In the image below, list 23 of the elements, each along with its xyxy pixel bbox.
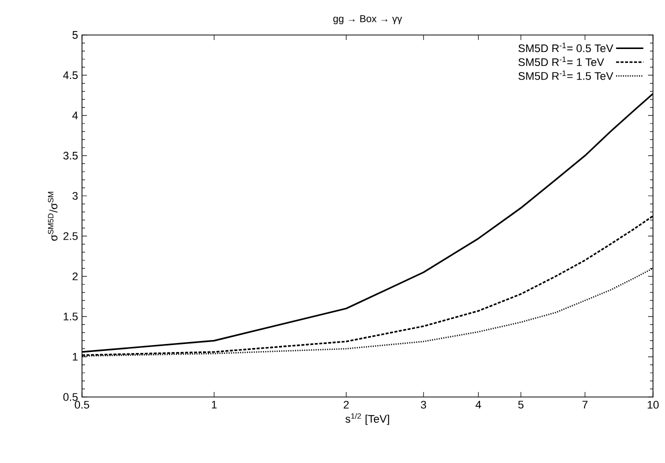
y-tick-label: 2.5	[63, 232, 78, 240]
y-tick-label: 4.5	[63, 71, 78, 80]
y-tick-label: 3.5	[63, 152, 78, 160]
legend-label: SM5D R$^{-1}$= 0.5 TeV	[518, 42, 614, 52]
legend-label: SM5D R$^{-1}$= 1 TeV	[518, 56, 604, 66]
x-tick-label: 1	[212, 400, 217, 408]
x-tick-label: 4	[476, 400, 482, 408]
x-tick-label: 3	[420, 400, 426, 409]
x-tick-label: 7	[582, 400, 588, 408]
chart-title: gg → Box → γγ	[333, 15, 402, 24]
y-axis-title: σ$^{SM5D}$/σ$^{SM}$	[48, 192, 58, 241]
legend-label: SM5D R$^{-1}$= 1.5 TeV	[518, 70, 614, 80]
x-tick-label: 2	[344, 400, 349, 409]
y-tick-label: 3	[72, 192, 78, 200]
x-tick-label: 5	[518, 400, 524, 408]
y-tick-label: 2	[72, 272, 78, 280]
x-tick-label: 10	[648, 400, 659, 409]
x-axis-title: s$^{1/2}$ [TeV]	[345, 413, 390, 425]
y-tick-label: 4	[72, 112, 78, 120]
y-tick-label: 1.5	[64, 312, 78, 320]
y-tick-label: 1	[72, 353, 78, 361]
y-tick-label: 0.5	[63, 393, 78, 401]
y-tick-label: 5	[72, 31, 78, 39]
